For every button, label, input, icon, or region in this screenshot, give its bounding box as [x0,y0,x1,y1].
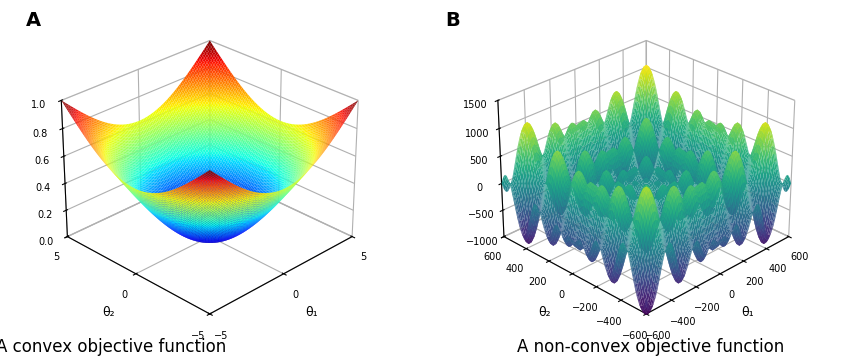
X-axis label: θ₁: θ₁ [305,306,318,319]
Text: A convex objective function: A convex objective function [0,338,226,356]
Y-axis label: θ₂: θ₂ [538,306,551,319]
Text: A: A [26,11,41,30]
Y-axis label: θ₂: θ₂ [102,306,115,319]
Text: A non-convex objective function: A non-convex objective function [517,338,784,356]
Text: B: B [445,11,460,30]
X-axis label: θ₁: θ₁ [741,306,754,319]
